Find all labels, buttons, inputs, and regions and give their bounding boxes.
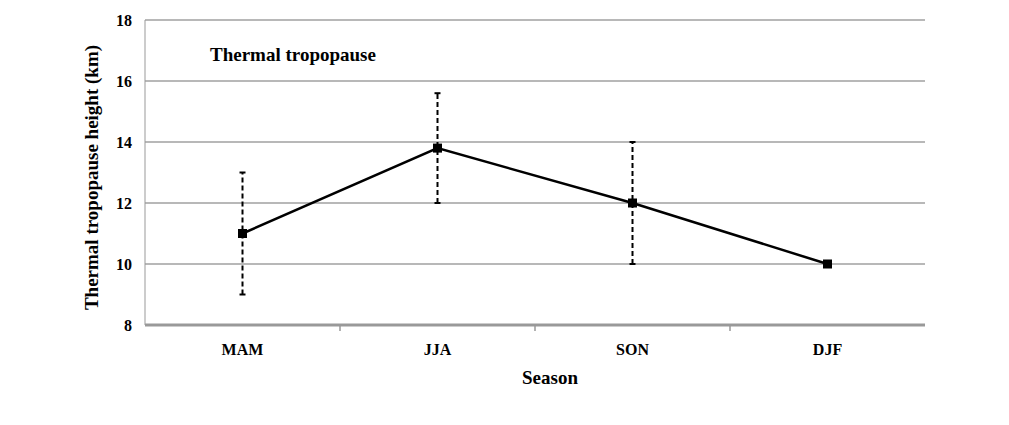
x-tick-label: SON — [616, 341, 649, 358]
y-tick-label: 8 — [124, 317, 132, 334]
x-tick-label: MAM — [222, 341, 264, 358]
x-tick-label: JJA — [424, 341, 452, 358]
grid-line — [145, 263, 925, 265]
chart: 8 10 12 14 16 18 MAM JJA SON DJF Thermal tropopaus… — [0, 0, 1009, 425]
series-line — [243, 148, 828, 264]
grid-line — [145, 80, 925, 82]
plot-marks — [238, 93, 832, 294]
x-band-tick — [534, 325, 536, 331]
grid-line — [145, 19, 925, 21]
marker — [823, 260, 832, 269]
x-tick-label: DJF — [813, 341, 843, 358]
grid-line — [145, 202, 925, 204]
y-tick-label: 16 — [116, 73, 132, 90]
x-band-tick — [339, 325, 341, 331]
marker — [238, 229, 247, 238]
marker — [628, 199, 637, 208]
y-tick-label: 14 — [116, 134, 132, 151]
marker — [433, 144, 442, 153]
y-axis — [145, 20, 146, 325]
y-tick-label: 10 — [116, 256, 132, 273]
title: Thermal tropopause — [210, 44, 376, 65]
x-axis-label: Season — [522, 367, 578, 388]
y-axis-label: Thermal tropopause height (km) — [81, 45, 103, 310]
x-band-tick — [729, 325, 731, 331]
y-tick-label: 12 — [116, 195, 132, 212]
y-tick-label: 18 — [116, 12, 132, 29]
grid-line — [145, 141, 925, 143]
